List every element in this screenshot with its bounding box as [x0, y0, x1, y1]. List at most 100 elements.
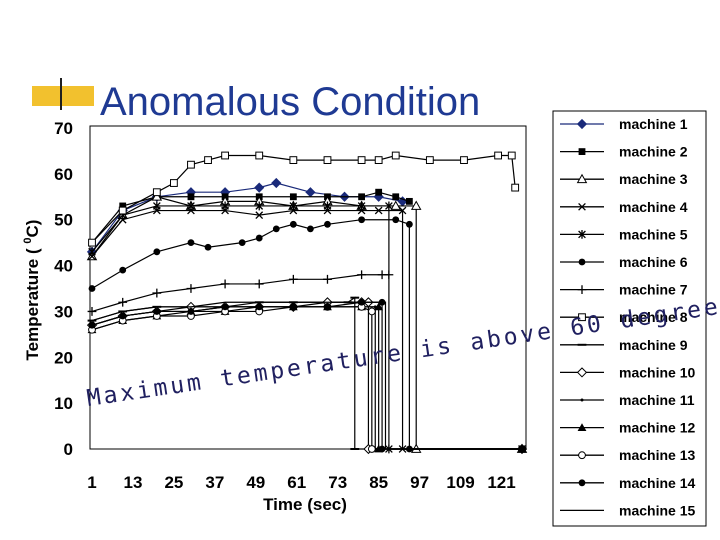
data-point	[254, 182, 265, 193]
x-tick-label: 61	[287, 473, 306, 492]
data-point	[288, 274, 298, 284]
data-point	[119, 266, 127, 274]
data-point	[323, 201, 332, 211]
data-point	[187, 308, 195, 315]
data-point	[367, 445, 376, 453]
legend-marker	[577, 423, 587, 431]
legend-item: machine 3	[560, 171, 688, 187]
chart-marks	[86, 151, 528, 455]
data-point	[187, 160, 195, 169]
data-point	[118, 206, 127, 215]
data-point	[375, 188, 383, 196]
legend-label: machine 5	[619, 226, 688, 242]
data-point	[187, 239, 195, 247]
legend-marker	[578, 148, 586, 155]
data-point	[289, 201, 298, 211]
y-tick-label: 70	[54, 119, 73, 138]
legend-marker	[576, 367, 588, 378]
data-point	[390, 200, 401, 210]
series-line	[91, 301, 522, 450]
data-point	[374, 302, 384, 311]
data-point	[385, 201, 393, 211]
legend-label: machine 14	[619, 475, 695, 491]
series-machine-15	[91, 301, 522, 450]
data-point	[204, 156, 212, 164]
data-point	[374, 206, 383, 215]
x-tick-labels: 1 13 25 37 49 61 73 85 97 109 121	[87, 473, 515, 492]
x-tick-label: 13	[123, 473, 142, 492]
data-point	[152, 201, 161, 211]
data-point	[378, 445, 386, 453]
series-machine-1	[86, 177, 408, 257]
legend-marker	[576, 173, 588, 184]
y-tick-label: 50	[54, 211, 73, 230]
y-tick-label: 40	[54, 257, 73, 276]
data-point	[494, 151, 503, 160]
data-point	[221, 151, 229, 160]
data-point	[289, 193, 297, 201]
legend-label: machine 15	[619, 502, 695, 518]
data-point	[153, 308, 161, 315]
series-line	[91, 301, 522, 450]
x-tick-label: 109	[446, 473, 474, 492]
legend-label: machine 1	[619, 116, 688, 132]
x-tick-label: 73	[328, 473, 347, 492]
legend-label: machine 7	[619, 282, 688, 298]
x-tick-label: 49	[246, 473, 265, 492]
data-point	[425, 156, 434, 164]
legend-item: machine 9	[560, 337, 688, 353]
data-point	[88, 247, 96, 257]
data-point	[357, 201, 366, 211]
x-tick-label: 37	[205, 473, 224, 492]
series-machine-7	[87, 270, 394, 316]
y-tick-label: 60	[54, 165, 73, 184]
data-point	[255, 201, 264, 211]
data-point	[324, 220, 331, 228]
legend-item: machine 12	[560, 420, 695, 436]
series-line	[91, 219, 522, 450]
data-point	[323, 156, 332, 164]
series-line	[91, 209, 522, 450]
data-point	[289, 156, 298, 164]
series-line	[91, 196, 522, 450]
series-line	[91, 274, 389, 313]
series-machine-3	[86, 191, 528, 453]
legend-label: machine 9	[619, 337, 688, 353]
y-tick-labels: 0 10 20 30 40 50 60 70	[54, 119, 73, 459]
series-line	[91, 205, 522, 450]
x-tick-label: 97	[410, 473, 429, 492]
legend-marker	[578, 202, 586, 211]
legend: machine 1 machine 2 machine 3 machine 4 mach…	[560, 116, 695, 518]
data-point	[88, 285, 96, 292]
legend-label: machine 4	[619, 199, 688, 215]
legend-label: machine 13	[619, 447, 695, 463]
data-point	[374, 156, 383, 164]
legend-item: machine 11	[560, 392, 695, 408]
data-point	[254, 279, 264, 289]
data-point	[255, 151, 264, 160]
title-bullet-line	[60, 78, 62, 110]
data-point	[221, 201, 229, 211]
data-point	[119, 202, 127, 210]
series-machine-5	[88, 201, 526, 454]
data-point	[271, 177, 282, 189]
legend-marker	[580, 398, 584, 402]
data-point	[305, 187, 316, 198]
legend-item: machine 14	[560, 475, 695, 491]
data-point	[507, 151, 516, 160]
y-axis-title-unit: C)	[23, 220, 42, 238]
data-point	[392, 193, 400, 201]
data-point	[392, 216, 400, 224]
legend-item: machine 15	[560, 502, 695, 518]
legend-item: machine 7	[560, 282, 688, 298]
title-bullet-bar	[32, 86, 94, 106]
data-point	[405, 197, 413, 205]
data-point	[152, 288, 162, 298]
series-line	[91, 306, 522, 450]
data-point	[358, 193, 366, 201]
y-axis-title-superscript: 0	[22, 238, 34, 244]
x-tick-label: 25	[164, 473, 183, 492]
legend-label: machine 6	[619, 254, 688, 270]
data-point	[398, 206, 407, 215]
